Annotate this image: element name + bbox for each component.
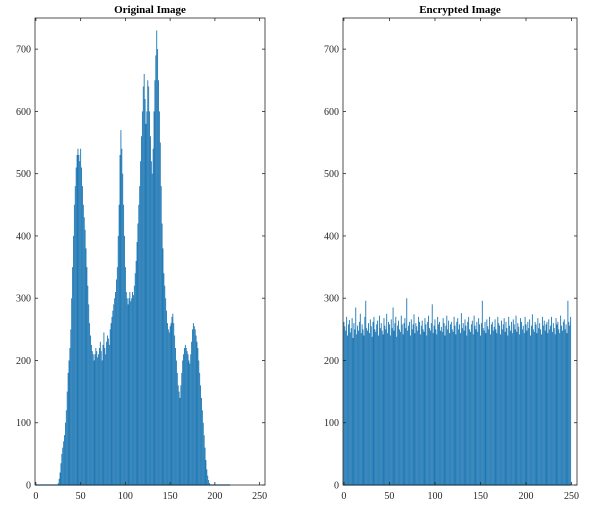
y-tick-label: 300 [324,294,339,305]
x-tick-label: 250 [252,491,267,502]
y-tick-label: 500 [16,169,31,180]
x-tick-label: 50 [384,491,394,502]
y-tick-label: 0 [26,481,31,492]
x-tick-label: 150 [163,491,178,502]
x-tick-label: 250 [564,491,579,502]
y-tick-label: 100 [16,418,31,429]
x-tick-label: 0 [33,491,38,502]
y-tick-label: 200 [16,356,31,367]
y-tick-label: 300 [16,294,31,305]
x-tick-label: 50 [76,491,86,502]
chart-title: Original Image [114,4,186,16]
x-tick-label: 0 [341,491,346,502]
y-tick-label: 400 [324,231,339,242]
y-tick-label: 600 [324,107,339,118]
y-tick-label: 100 [324,418,339,429]
y-tick-label: 500 [324,169,339,180]
x-tick-label: 100 [427,491,442,502]
x-tick-label: 150 [473,491,488,502]
bar-series [343,298,572,486]
axes-box [34,17,266,486]
x-tick-label: 200 [519,491,534,502]
y-tick-label: 200 [324,356,339,367]
x-tick-label: 100 [118,491,133,502]
y-tick-label: 700 [16,45,31,56]
chart-title: Encrypted Image [419,4,501,16]
chart-panel-2: Encrypted Image 0 100 200 300 400 500 600 700 0 50… [324,4,579,502]
axes-box [342,17,578,486]
bar-series [35,30,231,486]
x-tick-label: 200 [207,491,222,502]
y-tick-label: 0 [334,481,339,492]
y-tick-label: 700 [324,45,339,56]
chart-panel-1: Original Image 0 100 200 300 400 500 600 700 0 50 1… [16,4,267,502]
y-tick-label: 400 [16,231,31,242]
y-tick-label: 600 [16,107,31,118]
